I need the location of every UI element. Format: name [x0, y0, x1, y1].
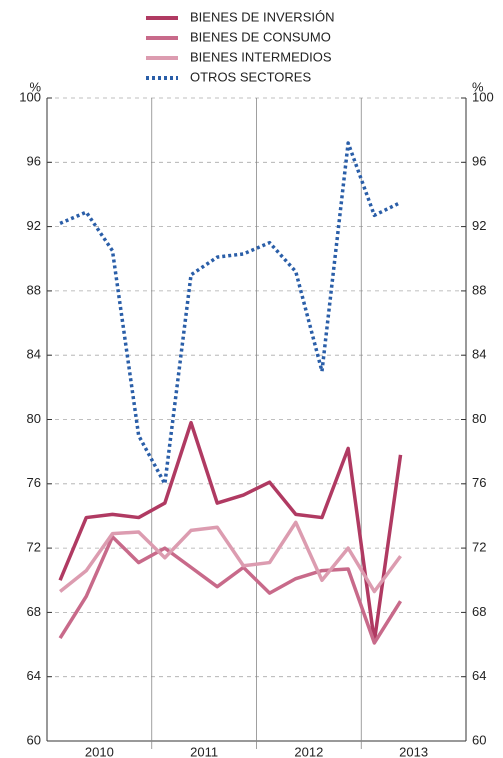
series-line — [59, 141, 402, 486]
y2-tick-label: 100 — [472, 89, 494, 104]
y-tick-label: 68 — [27, 604, 41, 619]
y2-tick-label: 72 — [472, 540, 486, 555]
y-tick-label: 92 — [27, 218, 41, 233]
y2-tick-label: 88 — [472, 282, 486, 297]
x-tick-label: 2010 — [85, 744, 114, 758]
y-tick-label: 64 — [27, 668, 41, 683]
y2-tick-label: 64 — [472, 668, 486, 683]
legend-label: BIENES DE INVERSIÓN — [190, 9, 334, 24]
y2-tick-label: 84 — [472, 347, 486, 362]
series-line — [59, 520, 402, 594]
series-line — [58, 535, 403, 645]
y2-tick-label: 76 — [472, 475, 486, 490]
y-tick-label: 100 — [19, 89, 41, 104]
y-tick-label: 60 — [27, 732, 41, 747]
legend-label: BIENES INTERMEDIOS — [190, 49, 332, 64]
y-tick-label: 72 — [27, 540, 41, 555]
y-tick-label: 80 — [27, 411, 41, 426]
x-tick-label: 2012 — [294, 744, 323, 758]
y2-tick-label: 92 — [472, 218, 486, 233]
y2-tick-label: 60 — [472, 732, 486, 747]
y-tick-label: 84 — [27, 347, 41, 362]
x-tick-label: 2013 — [399, 744, 428, 758]
legend-label: OTROS SECTORES — [190, 69, 311, 84]
y2-unit: % — [472, 79, 484, 94]
y-tick-label: 76 — [27, 475, 41, 490]
y2-tick-label: 80 — [472, 411, 486, 426]
y-unit: % — [29, 79, 41, 94]
y-tick-label: 88 — [27, 282, 41, 297]
legend-label: BIENES DE CONSUMO — [190, 29, 331, 44]
y2-tick-label: 68 — [472, 604, 486, 619]
y2-tick-label: 96 — [472, 154, 486, 169]
y-tick-label: 96 — [27, 154, 41, 169]
x-tick-label: 2011 — [190, 744, 218, 758]
series-line — [58, 420, 403, 644]
